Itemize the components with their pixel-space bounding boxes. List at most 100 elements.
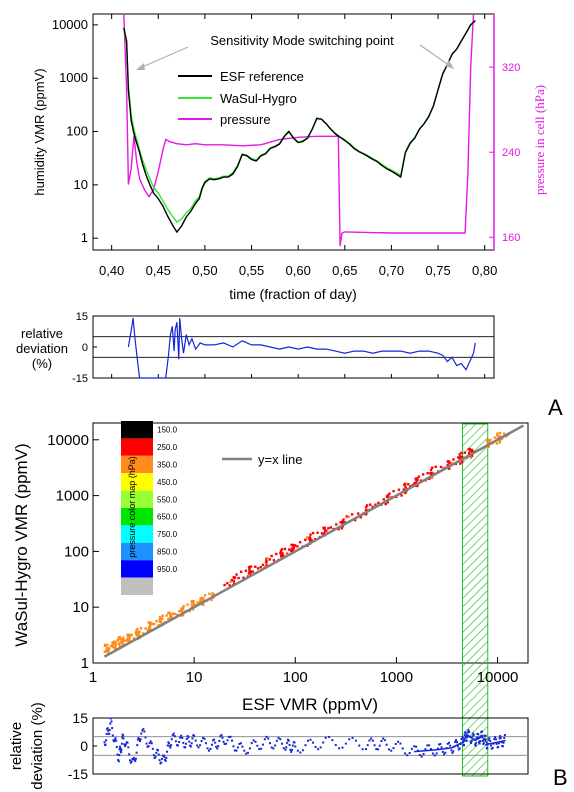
scatter-point [327, 527, 330, 530]
deviation-point [401, 747, 404, 750]
deviation-point [366, 744, 369, 747]
deviation-point [306, 739, 309, 742]
deviation-point [217, 745, 220, 748]
scatter-point [190, 599, 193, 603]
x-tick-label-a: 0,80 [472, 263, 497, 278]
y-axis-label-b-bottom-2: deviation (%) [29, 702, 46, 790]
deviation-point [162, 754, 165, 757]
deviation-point [304, 744, 307, 747]
deviation-point [117, 758, 120, 761]
x-tick-label-a: 0,65 [332, 263, 357, 278]
deviation-point [119, 747, 122, 750]
scatter-point [353, 518, 357, 522]
scatter-point [446, 464, 449, 467]
scatter-point [249, 570, 252, 573]
scatter-point [118, 644, 122, 648]
deviation-point [503, 734, 506, 737]
scatter-point [118, 637, 121, 641]
scatter-point [470, 448, 474, 452]
deviation-point [200, 739, 203, 742]
deviation-point [111, 734, 114, 737]
deviation-point [173, 735, 176, 738]
scatter-point [120, 638, 123, 641]
y-axis-label-a-bottom-2: deviation [16, 341, 68, 356]
scatter-point [290, 547, 294, 550]
scatter-point [272, 559, 276, 562]
deviation-point [135, 751, 138, 754]
deviation-point [477, 736, 480, 739]
scatter-point [459, 451, 463, 455]
y-tick-label-b: 10 [72, 599, 89, 616]
deviation-point [351, 736, 354, 739]
deviation-point [103, 741, 106, 744]
scatter-point [233, 576, 237, 579]
scatter-point [282, 554, 285, 557]
y2-tick-label-a: 160 [502, 232, 520, 244]
scatter-point [254, 565, 257, 568]
deviation-point [219, 735, 222, 738]
scatter-point [180, 607, 183, 610]
deviation-point [463, 734, 466, 737]
deviation-point [215, 745, 218, 748]
deviation-point [460, 738, 463, 741]
scatter-point [290, 543, 293, 547]
y2-tick-label-a: 240 [502, 147, 520, 159]
scatter-point [421, 473, 425, 476]
colorbar-label: 650.0 [157, 513, 178, 522]
series-pressure [123, 13, 475, 247]
legend-label-esf: ESF reference [220, 69, 304, 84]
scatter-point [265, 564, 268, 567]
deviation-point [203, 737, 206, 740]
scatter-point [265, 561, 268, 564]
deviation-point [274, 744, 277, 747]
scatter-point [434, 465, 437, 469]
scatter-point [117, 642, 121, 646]
scatter-point [459, 455, 462, 459]
deviation-point [301, 749, 304, 752]
scatter-point [108, 647, 111, 650]
scatter-point [414, 481, 418, 484]
deviation-point [489, 739, 492, 742]
scatter-point [157, 624, 160, 627]
axes-a-bottom: 15 0 -15 [72, 311, 494, 385]
deviation-point [147, 745, 150, 748]
deviation-point [322, 741, 325, 744]
colorbar-swatch [121, 438, 153, 456]
scatter-point [211, 594, 214, 597]
y-tick-label-a: 1 [81, 230, 88, 245]
scatter-point [487, 440, 491, 444]
deviation-point [404, 752, 407, 755]
series-a-top [123, 13, 476, 247]
scatter-point [229, 580, 232, 583]
y-tick-label-a-bottom: 15 [76, 311, 88, 323]
deviation-point [143, 730, 146, 733]
deviation-point [272, 747, 275, 750]
annotation-arrowhead-right [445, 60, 454, 69]
scatter-point [341, 520, 344, 524]
deviation-point [324, 736, 327, 739]
scatter-point [139, 627, 143, 630]
scatter-point [306, 536, 309, 539]
scatter-point [114, 642, 117, 645]
deviation-point [186, 735, 189, 738]
deviation-point [118, 745, 121, 748]
scatter-point [311, 531, 315, 535]
deviation-point [486, 746, 489, 749]
deviation-point [408, 752, 411, 755]
deviation-point [122, 734, 125, 737]
legend-label-wasul: WaSul-Hygro [220, 91, 297, 106]
deviation-point [424, 748, 427, 751]
scatter-point [279, 551, 282, 555]
scatter-point [374, 503, 377, 506]
scatter-point [325, 529, 328, 532]
scatter-point [470, 454, 474, 458]
scatter-point [239, 570, 243, 573]
deviation-point [494, 736, 497, 739]
deviation-point [334, 744, 337, 747]
scatter-point [384, 502, 387, 506]
deviation-point [138, 738, 141, 741]
scatter-point [343, 521, 347, 524]
scatter-point [114, 640, 117, 644]
scatter-point [279, 554, 283, 558]
deviation-point [433, 754, 436, 757]
